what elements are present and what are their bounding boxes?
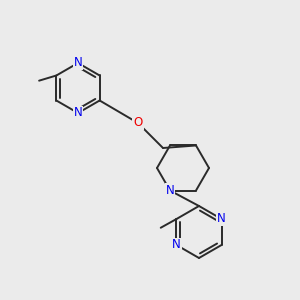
Text: O: O <box>134 116 142 130</box>
Text: N: N <box>74 106 82 119</box>
Text: N: N <box>74 56 82 70</box>
Text: N: N <box>172 238 181 251</box>
Text: N: N <box>166 184 174 197</box>
Text: N: N <box>217 212 226 226</box>
